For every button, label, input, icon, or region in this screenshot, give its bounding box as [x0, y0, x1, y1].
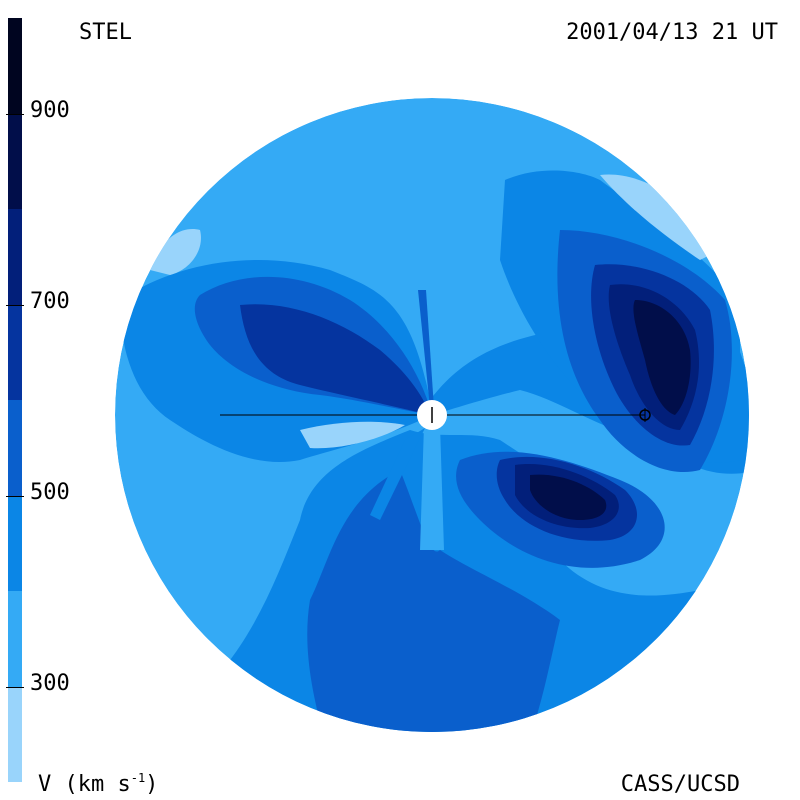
colorbar-tick-label-700: 700: [30, 288, 70, 314]
timestamp-label: 2001/04/13 21 UT: [566, 20, 778, 45]
colorbar-segment-200-300: [8, 686, 22, 782]
colorbar-tick-300: [6, 686, 24, 688]
credit-label: CASS/UCSD: [620, 772, 740, 797]
colorbar-unit-label: V (km s-1): [38, 771, 159, 797]
contour-spoke-south: [420, 425, 444, 550]
colorbar-tick-label-300: 300: [30, 670, 70, 696]
contour-800-900-southeast: [530, 474, 607, 520]
contour-200-300-center: [300, 421, 405, 449]
colorbar-tick-500: [6, 495, 24, 497]
contour-500-600-south: [307, 470, 560, 732]
colorbar-segment-800-900: [8, 113, 22, 209]
contour-800-900-east: [633, 300, 691, 415]
source-label: STEL: [79, 20, 132, 45]
colorbar-segment-500-600: [8, 400, 22, 496]
colorbar-tick-900: [6, 113, 24, 115]
contour-spoke-north: [418, 290, 434, 408]
colorbar-segment-300-400: [8, 591, 22, 687]
colorbar-tick-700: [6, 304, 24, 306]
colorbar-segment-600-700: [8, 304, 22, 400]
contour-200-300-northwest: [150, 229, 201, 275]
colorbar-tick-label-900: 900: [30, 97, 70, 123]
colorbar: [8, 18, 22, 782]
colorbar-segment-400-500: [8, 495, 22, 591]
colorbar-segment-900-1000: [8, 18, 22, 114]
colorbar-tick-label-500: 500: [30, 479, 70, 505]
colorbar-segment-700-800: [8, 209, 22, 305]
contour-600-700-northwest: [240, 304, 430, 415]
contour-200-300-northeast: [600, 174, 720, 260]
contour-spoke-west: [370, 428, 425, 520]
